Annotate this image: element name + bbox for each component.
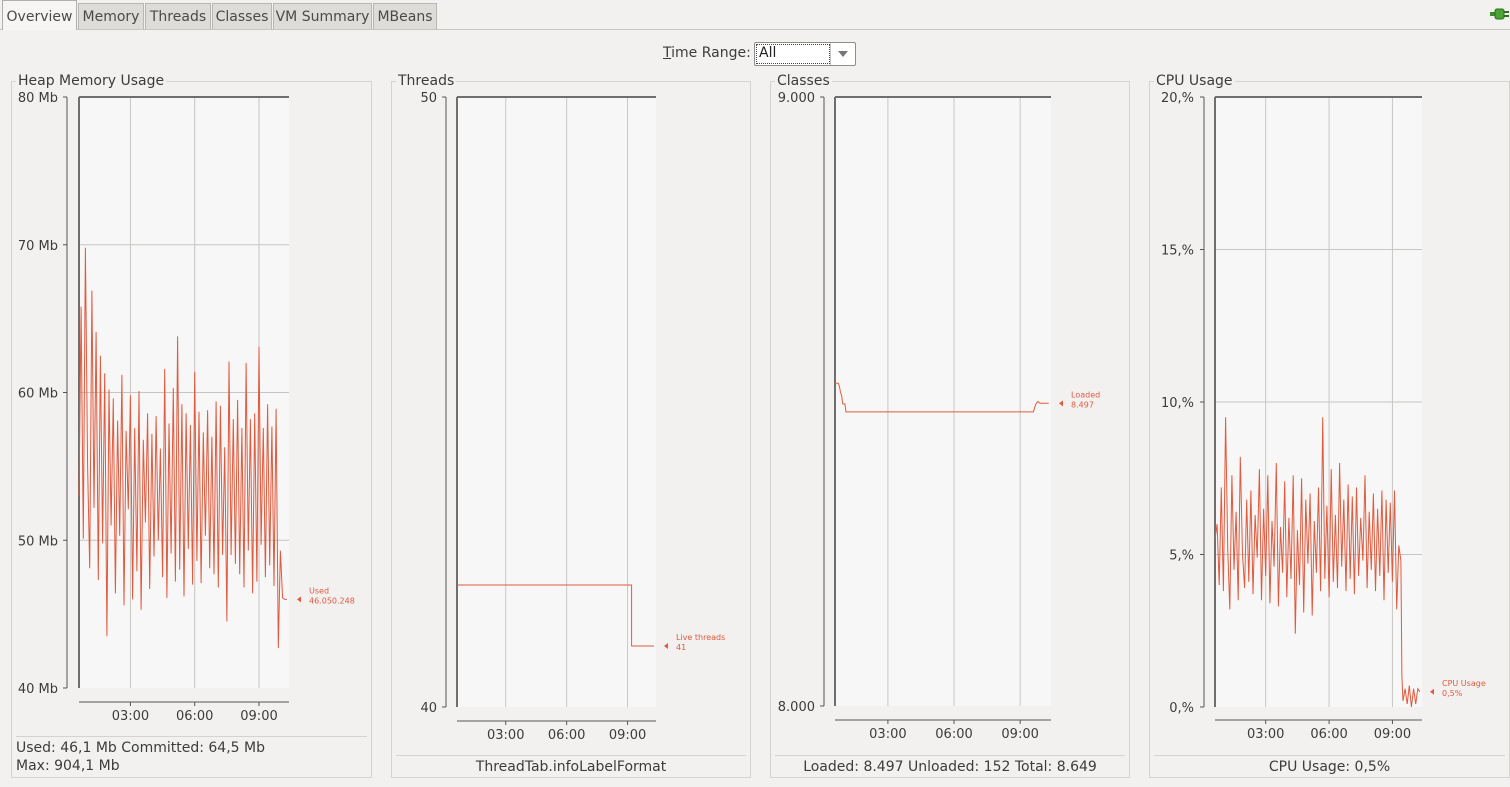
- tab-bar-divider: [0, 29, 1510, 30]
- chart-cpu-usage: 20,% 15,% 10,% 5,% 0,% 03:00 06:00 09:00 CPU Usa…: [1161, 91, 1486, 742]
- time-range-value: All: [759, 45, 777, 61]
- x-tick-label: 03:00: [112, 709, 149, 724]
- x-tick-label: 03:00: [487, 728, 524, 743]
- tab-overview[interactable]: Overview: [2, 0, 77, 30]
- y-tick-label: 8.000: [778, 700, 815, 715]
- threads-footer: ThreadTab.infoLabelFormat: [475, 759, 667, 775]
- legend-name: CPU Usage: [1442, 679, 1486, 688]
- legend-value: 41: [676, 643, 686, 652]
- y-tick-label: 60 Mb: [18, 387, 58, 402]
- y-tick-label: 20,%: [1161, 91, 1194, 106]
- y-tick-label: 5,%: [1169, 549, 1194, 564]
- x-tick-label: 03:00: [869, 727, 906, 742]
- time-range-label: Time Range:: [663, 45, 751, 61]
- footer-divider: [396, 755, 746, 756]
- x-tick-label: 06:00: [548, 728, 585, 743]
- tab-classes[interactable]: Classes: [212, 3, 272, 29]
- tab-vm-summary[interactable]: VM Summary: [273, 3, 372, 29]
- y-tick-label: 80 Mb: [18, 91, 58, 106]
- legend-marker: [297, 596, 301, 603]
- time-range-mnemonic: T: [663, 45, 672, 61]
- legend-marker: [1430, 688, 1434, 695]
- y-tick-label: 15,%: [1161, 244, 1194, 259]
- plot-area: [457, 97, 656, 707]
- heap-footer-used: Used: 46,1 Mb Committed: 64,5 Mb: [16, 740, 265, 756]
- tab-threads[interactable]: Threads: [145, 3, 211, 29]
- legend-value: 0,5%: [1442, 689, 1463, 698]
- chevron-down-icon: [838, 51, 848, 57]
- cpu-footer: CPU Usage: 0,5%: [1268, 759, 1391, 775]
- legend-name: Loaded: [1071, 390, 1100, 399]
- series-line: [835, 382, 1049, 413]
- plug-connected-icon[interactable]: [1490, 6, 1510, 22]
- chart-heap-memory: 80 Mb 70 Mb 60 Mb 50 Mb 40 Mb 03:00 06:00 09:00…: [18, 91, 355, 724]
- footer-divider: [1154, 755, 1505, 756]
- time-range-dropdown-button[interactable]: [830, 43, 855, 65]
- footer-divider: [775, 755, 1125, 756]
- x-tick-label: 06:00: [176, 709, 213, 724]
- y-tick-label: 40 Mb: [18, 682, 58, 697]
- y-tick-label: 50: [420, 91, 437, 106]
- legend-marker: [1059, 400, 1063, 407]
- y-tick-label: 70 Mb: [18, 239, 58, 254]
- y-tick-label: 50 Mb: [18, 534, 58, 549]
- time-range-focus-box: [756, 44, 830, 64]
- legend-name: Used: [309, 586, 329, 595]
- time-range-label-text: ime Range:: [671, 45, 751, 61]
- legend-marker: [664, 643, 668, 649]
- tab-mbeans[interactable]: MBeans: [373, 3, 437, 29]
- x-tick-label: 06:00: [1310, 727, 1347, 742]
- classes-footer: Loaded: 8.497 Unloaded: 152 Total: 8.649: [803, 759, 1097, 775]
- x-tick-label: 06:00: [935, 727, 972, 742]
- series-line: [1214, 417, 1421, 708]
- x-tick-label: 09:00: [609, 728, 646, 743]
- panel-title-classes: Classes: [775, 73, 832, 89]
- y-tick-label: 9.000: [778, 91, 815, 106]
- series-line: [78, 247, 287, 649]
- heap-footer-max: Max: 904,1 Mb: [16, 758, 120, 774]
- y-tick-label: 40: [420, 701, 437, 716]
- y-tick-label: 0,%: [1169, 701, 1194, 716]
- legend-name: Live threads: [676, 633, 725, 642]
- footer-divider: [16, 736, 367, 737]
- time-range-select[interactable]: All: [754, 42, 856, 66]
- panel-title-cpu: CPU Usage: [1154, 73, 1235, 89]
- tab-memory[interactable]: Memory: [78, 3, 144, 29]
- y-tick-label: 10,%: [1161, 396, 1194, 411]
- x-tick-label: 03:00: [1247, 727, 1284, 742]
- legend-value: 46.050.248: [309, 596, 355, 605]
- plot-area: [835, 97, 1051, 706]
- tab-bar: Overview Memory Threads Classes VM Summa…: [0, 0, 1510, 30]
- legend-value: 8.497: [1071, 400, 1094, 409]
- series-line: [457, 584, 654, 647]
- x-tick-label: 09:00: [1001, 727, 1038, 742]
- panel-title-heap: Heap Memory Usage: [16, 73, 167, 89]
- x-tick-label: 09:00: [240, 709, 277, 724]
- panel-title-threads: Threads: [396, 73, 457, 89]
- x-tick-label: 09:00: [1374, 727, 1411, 742]
